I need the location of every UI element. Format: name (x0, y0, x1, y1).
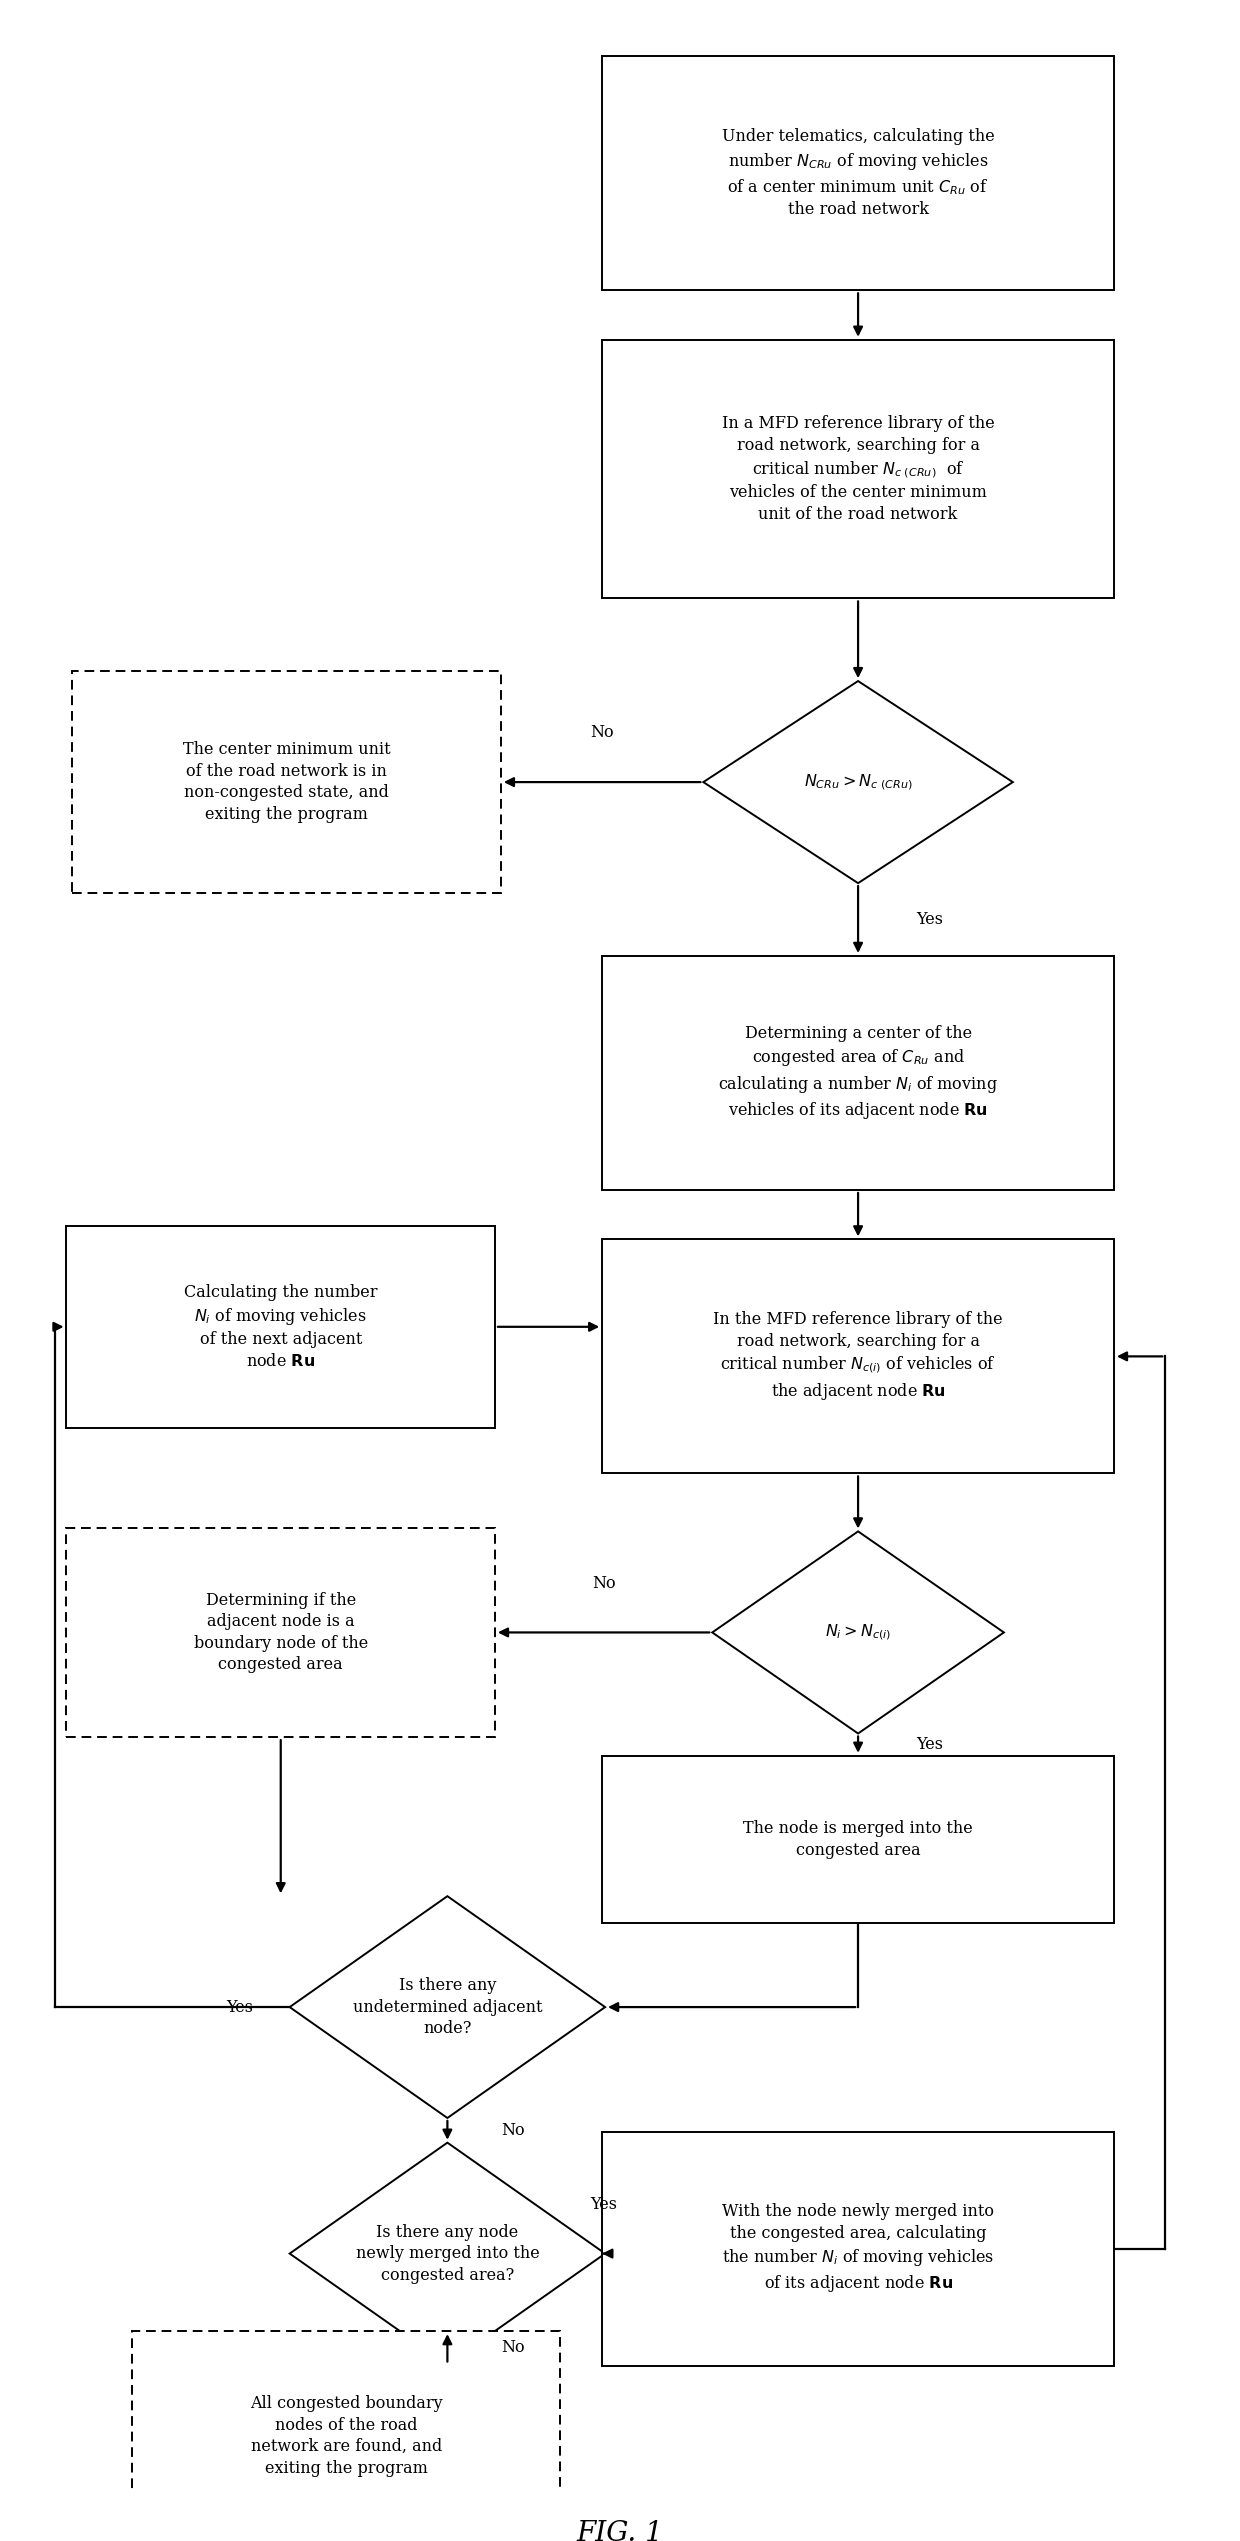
Text: Calculating the number
$N_i$ of moving vehicles
of the next adjacent
node $\math: Calculating the number $N_i$ of moving v… (184, 1283, 377, 1370)
Bar (67, 1527, 495, 1738)
Bar (603, 2132, 1114, 2366)
Text: Yes: Yes (916, 1736, 942, 1753)
Bar (131, 2330, 560, 2541)
Bar (603, 1756, 1114, 1924)
Text: Yes: Yes (226, 2000, 253, 2015)
Bar (603, 1240, 1114, 1474)
Bar (603, 955, 1114, 1189)
Polygon shape (290, 1896, 605, 2119)
Text: Determining if the
adjacent node is a
boundary node of the
congested area: Determining if the adjacent node is a bo… (193, 1591, 368, 1675)
Text: In the MFD reference library of the
road network, searching for a
critical numbe: In the MFD reference library of the road… (713, 1311, 1003, 1403)
Text: Is there any node
newly merged into the
congested area?: Is there any node newly merged into the … (356, 2223, 539, 2284)
Text: No: No (590, 724, 614, 742)
Polygon shape (703, 681, 1013, 884)
Text: Yes: Yes (590, 2195, 618, 2213)
Bar (67, 1225, 495, 1428)
Polygon shape (712, 1532, 1004, 1733)
Text: Under telematics, calculating the
number $N_{CRu}$ of moving vehicles
of a cente: Under telematics, calculating the number… (722, 130, 994, 219)
Bar (603, 340, 1114, 600)
Text: The center minimum unit
of the road network is in
non-congested state, and
exiti: The center minimum unit of the road netw… (182, 742, 391, 823)
Text: $N_i$$>$$N_{c(i)}$: $N_i$$>$$N_{c(i)}$ (825, 1624, 892, 1641)
Polygon shape (290, 2142, 605, 2366)
Text: With the node newly merged into
the congested area, calculating
the number $N_i$: With the node newly merged into the cong… (722, 2203, 994, 2295)
Text: No: No (591, 1575, 615, 1591)
Bar (72, 671, 501, 892)
Bar (603, 56, 1114, 290)
Text: In a MFD reference library of the
road network, searching for a
critical number : In a MFD reference library of the road n… (722, 414, 994, 523)
Text: Yes: Yes (916, 912, 942, 927)
Text: No: No (501, 2340, 525, 2356)
Text: All congested boundary
nodes of the road
network are found, and
exiting the prog: All congested boundary nodes of the road… (250, 2396, 443, 2477)
Text: $N_{CRu}$$>$$N_{c\ (CRu)}$: $N_{CRu}$$>$$N_{c\ (CRu)}$ (804, 772, 913, 793)
Text: Determining a center of the
congested area of $C_{Ru}$ and
calculating a number : Determining a center of the congested ar… (718, 1024, 998, 1121)
Text: Is there any
undetermined adjacent
node?: Is there any undetermined adjacent node? (352, 1977, 542, 2038)
Text: FIG. 1: FIG. 1 (577, 2521, 663, 2541)
Text: No: No (501, 2122, 525, 2140)
Text: The node is merged into the
congested area: The node is merged into the congested ar… (743, 1819, 973, 1860)
